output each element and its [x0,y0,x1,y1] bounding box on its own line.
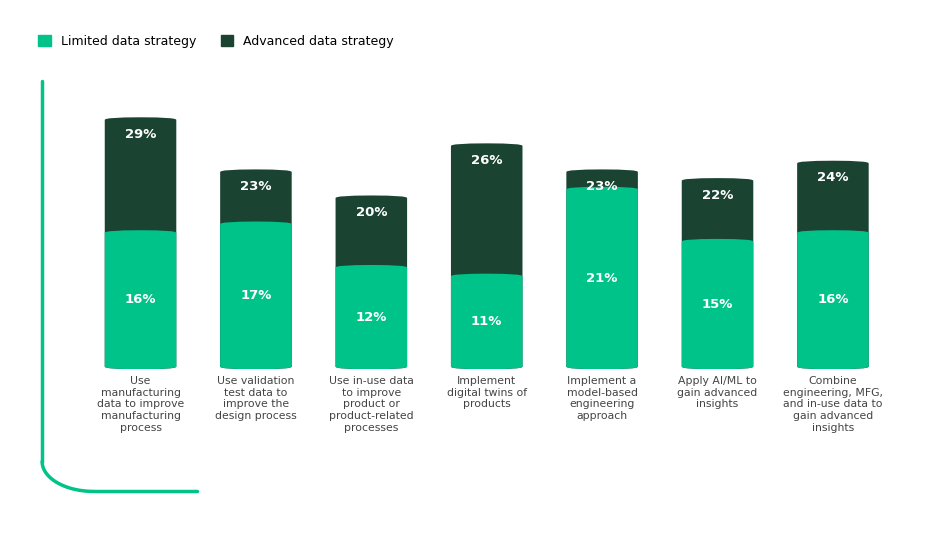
Text: Use
manufacturing
data to improve
manufacturing
process: Use manufacturing data to improve manufa… [97,376,184,433]
FancyBboxPatch shape [451,143,522,369]
Text: Implement a
model-based
engineering
approach: Implement a model-based engineering appr… [566,376,637,421]
Text: 11%: 11% [471,315,503,328]
FancyBboxPatch shape [566,187,638,369]
Text: Use validation
test data to
improve the
design process: Use validation test data to improve the … [215,376,297,421]
FancyBboxPatch shape [797,161,869,369]
Text: 23%: 23% [586,180,618,193]
Text: 12%: 12% [356,311,387,324]
Text: Implement
digital twins of
products: Implement digital twins of products [446,376,527,409]
Text: Combine
engineering, MFG,
and in-use data to
gain advanced
insights: Combine engineering, MFG, and in-use dat… [782,376,883,433]
Text: Use in-use data
to improve
product or
product-related
processes: Use in-use data to improve product or pr… [329,376,414,433]
Text: 20%: 20% [356,206,388,219]
Text: 24%: 24% [817,171,849,184]
FancyBboxPatch shape [335,195,407,369]
FancyBboxPatch shape [335,265,407,369]
FancyBboxPatch shape [681,239,753,369]
Text: Apply AI/ML to
gain advanced
insights: Apply AI/ML to gain advanced insights [678,376,757,409]
Text: 16%: 16% [124,293,156,306]
FancyBboxPatch shape [451,274,522,369]
Text: 29%: 29% [124,128,156,141]
Text: 15%: 15% [702,298,733,311]
FancyBboxPatch shape [220,169,292,369]
FancyBboxPatch shape [681,178,753,369]
FancyBboxPatch shape [220,222,292,369]
Text: 17%: 17% [241,289,271,302]
FancyBboxPatch shape [105,230,176,369]
FancyBboxPatch shape [566,169,638,369]
FancyBboxPatch shape [797,230,869,369]
Text: 16%: 16% [817,293,849,306]
FancyBboxPatch shape [105,117,176,369]
Text: 23%: 23% [241,180,271,193]
Text: 22%: 22% [702,188,733,201]
Legend: Limited data strategy, Advanced data strategy: Limited data strategy, Advanced data str… [38,35,394,48]
Text: 26%: 26% [471,154,503,167]
Text: 21%: 21% [587,272,618,285]
